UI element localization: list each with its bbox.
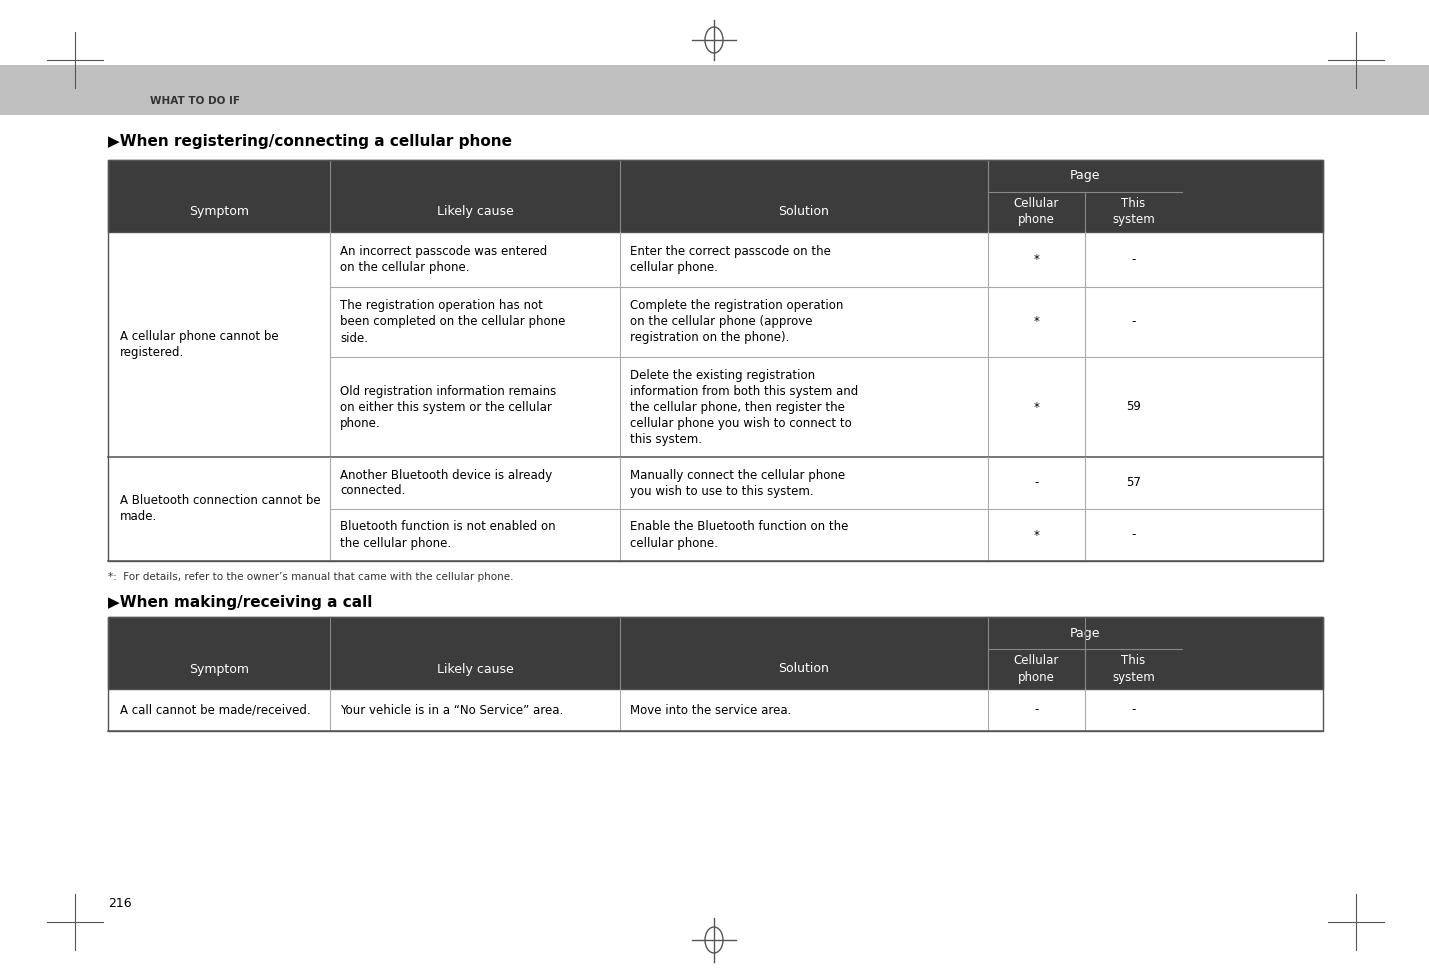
Text: 57: 57 (1126, 476, 1140, 489)
Text: Cellular
phone: Cellular phone (1013, 198, 1059, 226)
Text: Solution: Solution (779, 662, 829, 675)
Bar (109, 160, 1323, 561)
Text: 216: 216 (109, 897, 131, 909)
Text: Page: Page (1070, 170, 1100, 182)
Text: Solution: Solution (779, 206, 829, 219)
Text: A call cannot be made/received.: A call cannot be made/received. (120, 704, 310, 716)
Text: This
system: This system (1112, 655, 1155, 683)
Text: This
system: This system (1112, 198, 1155, 226)
Text: ▶When registering/connecting a cellular phone: ▶When registering/connecting a cellular … (109, 134, 512, 150)
Text: *: * (1033, 401, 1039, 414)
Text: Move into the service area.: Move into the service area. (630, 704, 792, 716)
Text: Enable the Bluetooth function on the
cellular phone.: Enable the Bluetooth function on the cel… (630, 520, 849, 550)
Bar (109, 457, 1323, 561)
Text: Manually connect the cellular phone
you wish to use to this system.: Manually connect the cellular phone you … (630, 468, 845, 498)
Bar (109, 232, 1323, 457)
Text: -: - (1132, 316, 1136, 328)
Text: Your vehicle is in a “No Service” area.: Your vehicle is in a “No Service” area. (340, 704, 563, 716)
Bar (109, 689, 1323, 731)
Text: An incorrect passcode was entered
on the cellular phone.: An incorrect passcode was entered on the… (340, 245, 547, 274)
Bar (109, 617, 1323, 689)
Text: A cellular phone cannot be
registered.: A cellular phone cannot be registered. (120, 330, 279, 359)
Text: -: - (1132, 528, 1136, 542)
Text: *: * (1033, 316, 1039, 328)
Text: Enter the correct passcode on the
cellular phone.: Enter the correct passcode on the cellul… (630, 245, 830, 274)
Text: Another Bluetooth device is already
connected.: Another Bluetooth device is already conn… (340, 468, 552, 498)
Text: WHAT TO DO IF: WHAT TO DO IF (150, 96, 240, 106)
Text: Complete the registration operation
on the cellular phone (approve
registration : Complete the registration operation on t… (630, 300, 843, 345)
Bar (109, 160, 1323, 232)
Text: -: - (1035, 704, 1039, 716)
Text: Likely cause: Likely cause (437, 206, 513, 219)
Bar (0, 65, 1429, 115)
Text: ▶When making/receiving a call: ▶When making/receiving a call (109, 595, 373, 610)
Text: Likely cause: Likely cause (437, 662, 513, 675)
Text: *: * (1033, 528, 1039, 542)
Text: Old registration information remains
on either this system or the cellular
phone: Old registration information remains on … (340, 384, 556, 429)
Bar (109, 617, 1323, 731)
Text: Bluetooth function is not enabled on
the cellular phone.: Bluetooth function is not enabled on the… (340, 520, 556, 550)
Text: *:  For details, refer to the owner’s manual that came with the cellular phone.: *: For details, refer to the owner’s man… (109, 572, 513, 582)
Text: The registration operation has not
been completed on the cellular phone
side.: The registration operation has not been … (340, 300, 566, 345)
Text: -: - (1132, 704, 1136, 716)
Text: Cellular
phone: Cellular phone (1013, 655, 1059, 683)
Text: Symptom: Symptom (189, 662, 249, 675)
Text: A Bluetooth connection cannot be
made.: A Bluetooth connection cannot be made. (120, 495, 320, 523)
Text: Delete the existing registration
information from both this system and
the cellu: Delete the existing registration informa… (630, 368, 859, 446)
Text: Page: Page (1070, 626, 1100, 640)
Text: *: * (1033, 253, 1039, 266)
Text: -: - (1035, 476, 1039, 489)
Text: -: - (1132, 253, 1136, 266)
Text: Symptom: Symptom (189, 206, 249, 219)
Text: 59: 59 (1126, 401, 1140, 414)
